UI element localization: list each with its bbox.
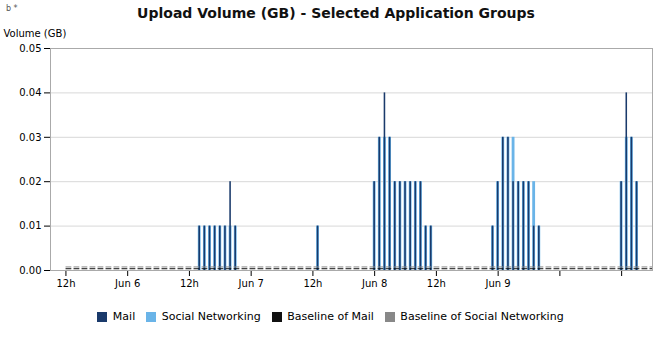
html-text:Upload Volume (GB) - Selected: Upload Volume (GB) - Selected Applicatio… [137,5,535,21]
html-text:b *: b * [6,4,18,13]
svg-text:0.01: 0.01 [19,220,41,231]
svg-text:0.04: 0.04 [19,87,41,98]
svg-text:Jun 8: Jun 8 [361,278,387,289]
svg-text:0.00: 0.00 [19,265,41,276]
html-text:Mail: Mail [112,310,136,323]
svg-text:0.02: 0.02 [19,176,41,187]
svg-text:Volume (GB): Volume (GB) [4,28,67,39]
svg-text:Jun 9: Jun 9 [485,278,511,289]
html-text:Baseline of Social Networking: Baseline of Social Networking [400,310,564,323]
svg-text:0.03: 0.03 [19,132,41,143]
svg-text:Jun 6: Jun 6 [114,278,140,289]
svg-text:12h: 12h [56,278,75,289]
html-text:Social Networking: Social Networking [161,310,261,323]
svg-text:Jun 7: Jun 7 [238,278,264,289]
svg-text:0.05: 0.05 [19,43,41,54]
svg-text:12h: 12h [427,278,446,289]
svg-text:12h: 12h [303,278,322,289]
html-text:Baseline of Mail: Baseline of Mail [287,310,374,323]
svg-text:12h: 12h [180,278,199,289]
